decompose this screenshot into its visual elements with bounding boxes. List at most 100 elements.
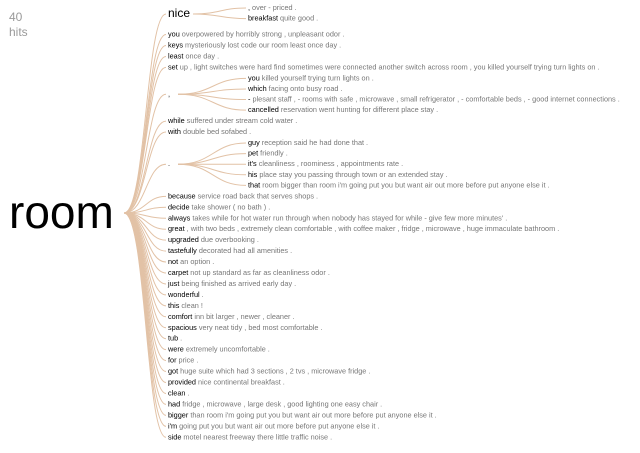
tree-leaf[interactable]: it's cleanliness , roominess , appointme…: [248, 159, 403, 168]
tree-leaf-context: decorated had all amenities .: [197, 246, 292, 255]
tree-leaf-word: spacious: [168, 323, 197, 332]
tree-leaf[interactable]: this clean !: [168, 301, 203, 310]
tree-leaf[interactable]: not an option .: [168, 257, 214, 266]
tree-leaf-context: due overbooking .: [199, 235, 259, 244]
tree-leaf-word: with: [167, 127, 181, 136]
tree-leaf[interactable]: - plesant staff , - rooms with safe , mi…: [248, 94, 620, 103]
tree-leaf[interactable]: for price .: [168, 356, 198, 365]
branch-line: [192, 7, 247, 15]
tree-leaf[interactable]: always takes while for hot water run thr…: [168, 213, 507, 222]
tree-leaf-context: service road back that serves shops .: [196, 191, 318, 200]
tree-leaf[interactable]: upgraded due overbooking .: [168, 235, 259, 244]
tree-leaf-word: carpet: [168, 268, 188, 277]
branch-line: [177, 153, 247, 165]
tree-leaf-word: keys: [168, 40, 183, 49]
tree-leaf-word: had: [168, 399, 180, 408]
tree-leaf-word: were: [167, 345, 184, 354]
tree-leaf-context: facing onto busy road .: [267, 84, 343, 93]
tree-leaf-word: which: [247, 84, 267, 93]
tree-leaf[interactable]: you overpowered by horribly strong , unp…: [168, 29, 344, 38]
tree-leaf[interactable]: least once day .: [168, 51, 219, 60]
tree-leaf-word: ,: [248, 3, 250, 12]
tree-leaf-context: killed yourself trying turn lights on .: [260, 73, 374, 82]
tree-node[interactable]: ,: [168, 89, 170, 98]
tree-leaf[interactable]: pet friendly .: [248, 149, 288, 158]
tree-leaf[interactable]: his place stay you passing through town …: [248, 170, 448, 179]
tree-leaf-context: going put you but want air out more befo…: [177, 421, 379, 430]
tree-leaf-context: cleanliness , roominess , appointments r…: [257, 159, 403, 168]
tree-leaf[interactable]: were extremely uncomfortable .: [167, 345, 270, 354]
tree-leaf-word: wonderful: [167, 290, 200, 299]
tree-leaf[interactable]: keys mysteriously lost code our room lea…: [168, 40, 341, 49]
tree-leaf-context: nice continental breakfast .: [196, 377, 285, 386]
hit-count-label: hits: [9, 25, 28, 39]
tree-leaf-word: for: [168, 356, 177, 365]
branch-line: [123, 13, 167, 214]
branch-line: [177, 163, 247, 186]
tree-node-word: .: [168, 159, 170, 168]
tree-leaf[interactable]: clean .: [168, 388, 190, 397]
tree-leaf[interactable]: , over - priced .: [248, 3, 297, 12]
tree-leaf-context: being finished as arrived early day .: [179, 279, 296, 288]
branch-line: [123, 93, 167, 214]
tree-node[interactable]: nice: [168, 6, 190, 20]
tree-leaf[interactable]: you killed yourself trying turn lights o…: [248, 73, 374, 82]
tree-leaf-word: i'm: [168, 421, 177, 430]
tree-leaf-word: this: [168, 301, 180, 310]
tree-leaf-word: not: [168, 257, 178, 266]
tree-leaf[interactable]: i'm going put you but want air out more …: [168, 421, 380, 430]
tree-leaf-context: place stay you passing through town or a…: [257, 170, 447, 179]
tree-leaf[interactable]: comfort inn bit larger , newer , cleaner…: [168, 312, 295, 321]
hit-count: 40 hits: [9, 10, 28, 40]
tree-leaf-word: least: [168, 51, 183, 60]
tree-leaf[interactable]: great , with two beds , extremely clean …: [168, 224, 559, 233]
tree-leaf-word: upgraded: [168, 235, 199, 244]
tree-leaf[interactable]: bigger than room i'm going put you but w…: [168, 410, 437, 419]
tree-leaf-word: provided: [168, 377, 196, 386]
tree-leaf[interactable]: got huge suite which had 3 sections , 2 …: [168, 366, 370, 375]
tree-leaf-context: take shower ( no bath ) .: [190, 202, 271, 211]
tree-leaf-context: over - priced .: [250, 3, 297, 12]
tree-leaf-word: you: [168, 29, 180, 38]
root-word: room: [9, 186, 114, 238]
tree-leaf[interactable]: wonderful .: [167, 290, 204, 299]
tree-leaf[interactable]: carpet not up standard as far as cleanli…: [168, 268, 330, 277]
tree-leaf[interactable]: provided nice continental breakfast .: [168, 377, 285, 386]
tree-node[interactable]: .: [168, 159, 170, 168]
tree-leaf-context: motel nearest freeway there little traff…: [181, 432, 332, 441]
tree-leaf[interactable]: because service road back that serves sh…: [168, 191, 318, 200]
tree-leaf[interactable]: breakfast quite good .: [248, 14, 318, 23]
tree-leaf[interactable]: had fridge , microwave , large desk , go…: [168, 399, 382, 408]
tree-leaf[interactable]: while suffered under stream cold water .: [167, 116, 297, 125]
tree-leaf-word: comfort: [168, 312, 192, 321]
tree-leaf[interactable]: which facing onto busy road .: [247, 84, 343, 93]
tree-leaf-context: mysteriously lost code our room least on…: [183, 40, 341, 49]
tree-leaf-context: fridge , microwave , large desk , good l…: [180, 399, 382, 408]
tree-leaf[interactable]: guy reception said he had done that .: [248, 138, 368, 147]
tree-leaf-word: just: [167, 279, 179, 288]
branch-line: [177, 142, 247, 165]
tree-leaf-word: while: [167, 116, 185, 125]
tree-leaf[interactable]: side motel nearest freeway there little …: [168, 432, 332, 441]
tree-leaf[interactable]: spacious very neat tidy , bed most comfo…: [168, 323, 323, 332]
tree-leaf[interactable]: tastefully decorated had all amenities .: [168, 246, 292, 255]
tree-leaf-context: , with two beds , extremely clean comfor…: [185, 224, 560, 233]
tree-leaf[interactable]: that room bigger than room i'm going put…: [248, 180, 550, 189]
branch-line: [123, 131, 167, 214]
tree-leaf[interactable]: cancelled reservation went hunting for d…: [248, 105, 438, 114]
tree-leaf[interactable]: with double bed sofabed .: [167, 127, 251, 136]
tree-leaf-word: breakfast: [248, 14, 278, 23]
tree-leaf-context: not up standard as far as cleanliness od…: [188, 268, 330, 277]
tree-leaf[interactable]: decide take shower ( no bath ) .: [168, 202, 270, 211]
branch-line: [123, 163, 167, 214]
branch-line: [123, 212, 167, 438]
tree-node-word: ,: [168, 89, 170, 98]
tree-leaf[interactable]: set up , light switches were hard find s…: [168, 62, 600, 71]
tree-leaf[interactable]: just being finished as arrived early day…: [167, 279, 296, 288]
tree-leaf-context: double bed sofabed .: [181, 127, 251, 136]
tree-leaf-word: you: [248, 73, 260, 82]
tree-leaf[interactable]: tub .: [168, 334, 182, 343]
tree-node-word: nice: [168, 6, 190, 20]
tree-leaf-context: plesant staff , - rooms with safe , micr…: [250, 94, 619, 103]
tree-leaf-context: quite good .: [278, 14, 318, 23]
